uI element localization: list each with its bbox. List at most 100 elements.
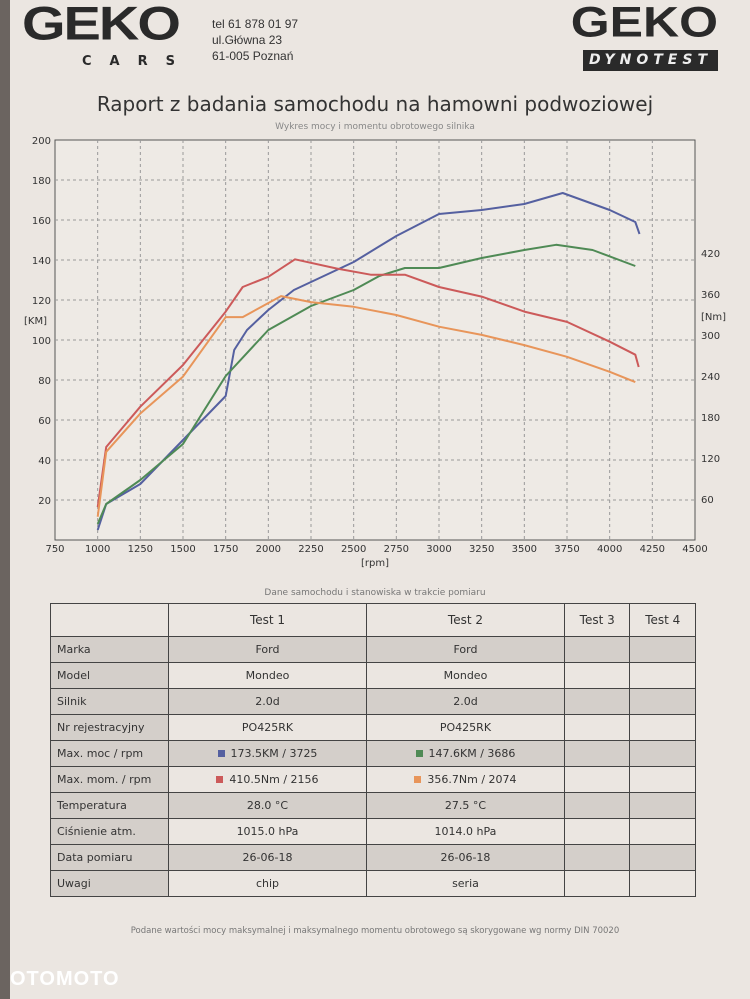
series-line-test-1-moment — [96, 258, 640, 508]
row-label: Marka — [50, 636, 169, 663]
table-caption: Dane samochodu i stanowiska w trakcie po… — [264, 588, 486, 598]
cell-text: 2.0d — [255, 695, 280, 708]
cell-text: 27.5 °C — [444, 799, 487, 812]
phone: tel 61 878 01 97 — [212, 17, 299, 31]
cell-test1: Ford — [168, 636, 367, 663]
table-row: Data pomiaru 26-06-18 26-06-18 — [50, 844, 696, 871]
series-line-test-1-moc — [96, 192, 641, 531]
cell-test2: 147.6KM / 3686 — [365, 740, 565, 767]
y2-tick-label: 240 — [701, 372, 720, 383]
cell-test2: Mondeo — [365, 662, 565, 689]
series-line-test-2-moment — [96, 295, 636, 517]
y-tick-label: 80 — [38, 376, 51, 387]
x-tick-label: 1000 — [85, 544, 110, 555]
cell-test3 — [563, 714, 631, 741]
cell-test1: 410.5Nm / 2156 — [168, 766, 367, 793]
header-test1: Test 1 — [168, 603, 367, 637]
x-tick-label: 4250 — [640, 544, 665, 555]
cell-test4 — [629, 818, 696, 845]
x-tick-label: 2750 — [384, 544, 409, 555]
x-tick-label: 3250 — [469, 544, 494, 555]
table-row: Ciśnienie atm. 1015.0 hPa 1014.0 hPa — [50, 818, 696, 845]
cell-test2: 1014.0 hPa — [365, 818, 565, 845]
y2-tick-label: 180 — [701, 413, 720, 424]
report-title: Raport z badania samochodu na hamowni po… — [96, 92, 654, 116]
cell-test3 — [563, 870, 631, 897]
legend-swatch — [216, 776, 224, 783]
y2-tick-label: 60 — [701, 495, 714, 506]
cell-test1: 2.0d — [168, 688, 367, 715]
cell-test1: 28.0 °C — [168, 792, 367, 819]
y-tick-label: 20 — [38, 496, 51, 507]
y2-axis-label: [Nm] — [701, 312, 726, 323]
cell-text: Model — [57, 669, 91, 682]
cell-text: Ford — [453, 643, 478, 656]
cell-test2: 26-06-18 — [365, 844, 565, 871]
cell-test2: 356.7Nm / 2074 — [365, 766, 565, 793]
y-axis-label: [KM] — [24, 316, 47, 327]
y-tick-label: 140 — [32, 256, 51, 267]
legend-swatch — [217, 750, 225, 757]
x-tick-label: 3000 — [426, 544, 451, 555]
y-tick-label: 120 — [32, 296, 51, 307]
table-header-row: Test 1 Test 2 Test 3 Test 4 — [50, 603, 696, 637]
cell-text: Max. moc / rpm — [57, 747, 144, 760]
x-tick-label: 2000 — [256, 544, 281, 555]
legend-swatch — [415, 750, 423, 757]
cell-test4 — [629, 870, 696, 897]
cell-text: 173.5KM / 3725 — [230, 747, 318, 760]
cell-text: Mondeo — [443, 669, 488, 682]
cell-test4 — [629, 740, 696, 767]
x-tick-label: 3750 — [554, 544, 579, 555]
cell-test4 — [629, 844, 696, 871]
x-tick-label: 1250 — [128, 544, 153, 555]
row-label: Temperatura — [50, 792, 169, 819]
chart-title: Wykres mocy i momentu obrotowego silnika — [275, 122, 475, 132]
series-line-test-2-moc — [96, 243, 636, 525]
row-label: Max. mom. / rpm — [50, 766, 169, 793]
x-tick-label: 4000 — [597, 544, 622, 555]
cell-text: Ciśnienie atm. — [57, 825, 136, 838]
header-empty — [50, 603, 169, 637]
cell-test3 — [563, 688, 631, 715]
cell-text: Temperatura — [57, 799, 127, 812]
cell-text: PO425RK — [439, 721, 492, 734]
cell-text: Nr rejestracyjny — [57, 721, 145, 734]
header-test4: Test 4 — [629, 603, 696, 637]
y2-tick-label: 360 — [701, 290, 720, 301]
table-row: Uwagi chip seria — [50, 870, 696, 897]
cell-text: 1014.0 hPa — [434, 825, 497, 838]
header-test2: Test 2 — [365, 603, 565, 637]
dynotest-logo-sub: DYNOTEST — [582, 50, 718, 71]
cell-text: 28.0 °C — [246, 799, 289, 812]
cell-text: PO425RK — [241, 721, 294, 734]
y-tick-label: 40 — [38, 456, 51, 467]
street: ul.Główna 23 — [212, 33, 283, 47]
cell-test4 — [629, 766, 696, 793]
row-label: Data pomiaru — [50, 844, 169, 871]
geko-dynotest-logo: GEKO — [570, 0, 718, 46]
cell-test4 — [629, 636, 696, 663]
row-label: Silnik — [50, 688, 169, 715]
x-tick-label: 4500 — [682, 544, 707, 555]
y-tick-label: 160 — [32, 216, 51, 227]
y-tick-label: 100 — [32, 336, 51, 347]
cell-test2: PO425RK — [365, 714, 565, 741]
y-tick-label: 60 — [38, 416, 51, 427]
cell-test2: Ford — [365, 636, 565, 663]
cell-test2: seria — [365, 870, 565, 897]
row-label: Nr rejestracyjny — [50, 714, 169, 741]
x-tick-label: 3500 — [512, 544, 537, 555]
cell-test4 — [629, 662, 696, 689]
cell-test1: 1015.0 hPa — [168, 818, 367, 845]
cell-text: 410.5Nm / 2156 — [229, 773, 319, 786]
cell-test1: 26-06-18 — [168, 844, 367, 871]
table-row: Temperatura 28.0 °C 27.5 °C — [50, 792, 696, 819]
cell-text: 2.0d — [453, 695, 478, 708]
x-axis-label: [rpm] — [361, 558, 389, 569]
contact-info: tel 61 878 01 97 ul.Główna 23 61-005 Poz… — [212, 16, 298, 64]
row-label: Model — [50, 662, 169, 689]
cell-test3 — [563, 766, 631, 793]
cell-text: 26-06-18 — [440, 851, 491, 864]
cell-test1: chip — [168, 870, 367, 897]
